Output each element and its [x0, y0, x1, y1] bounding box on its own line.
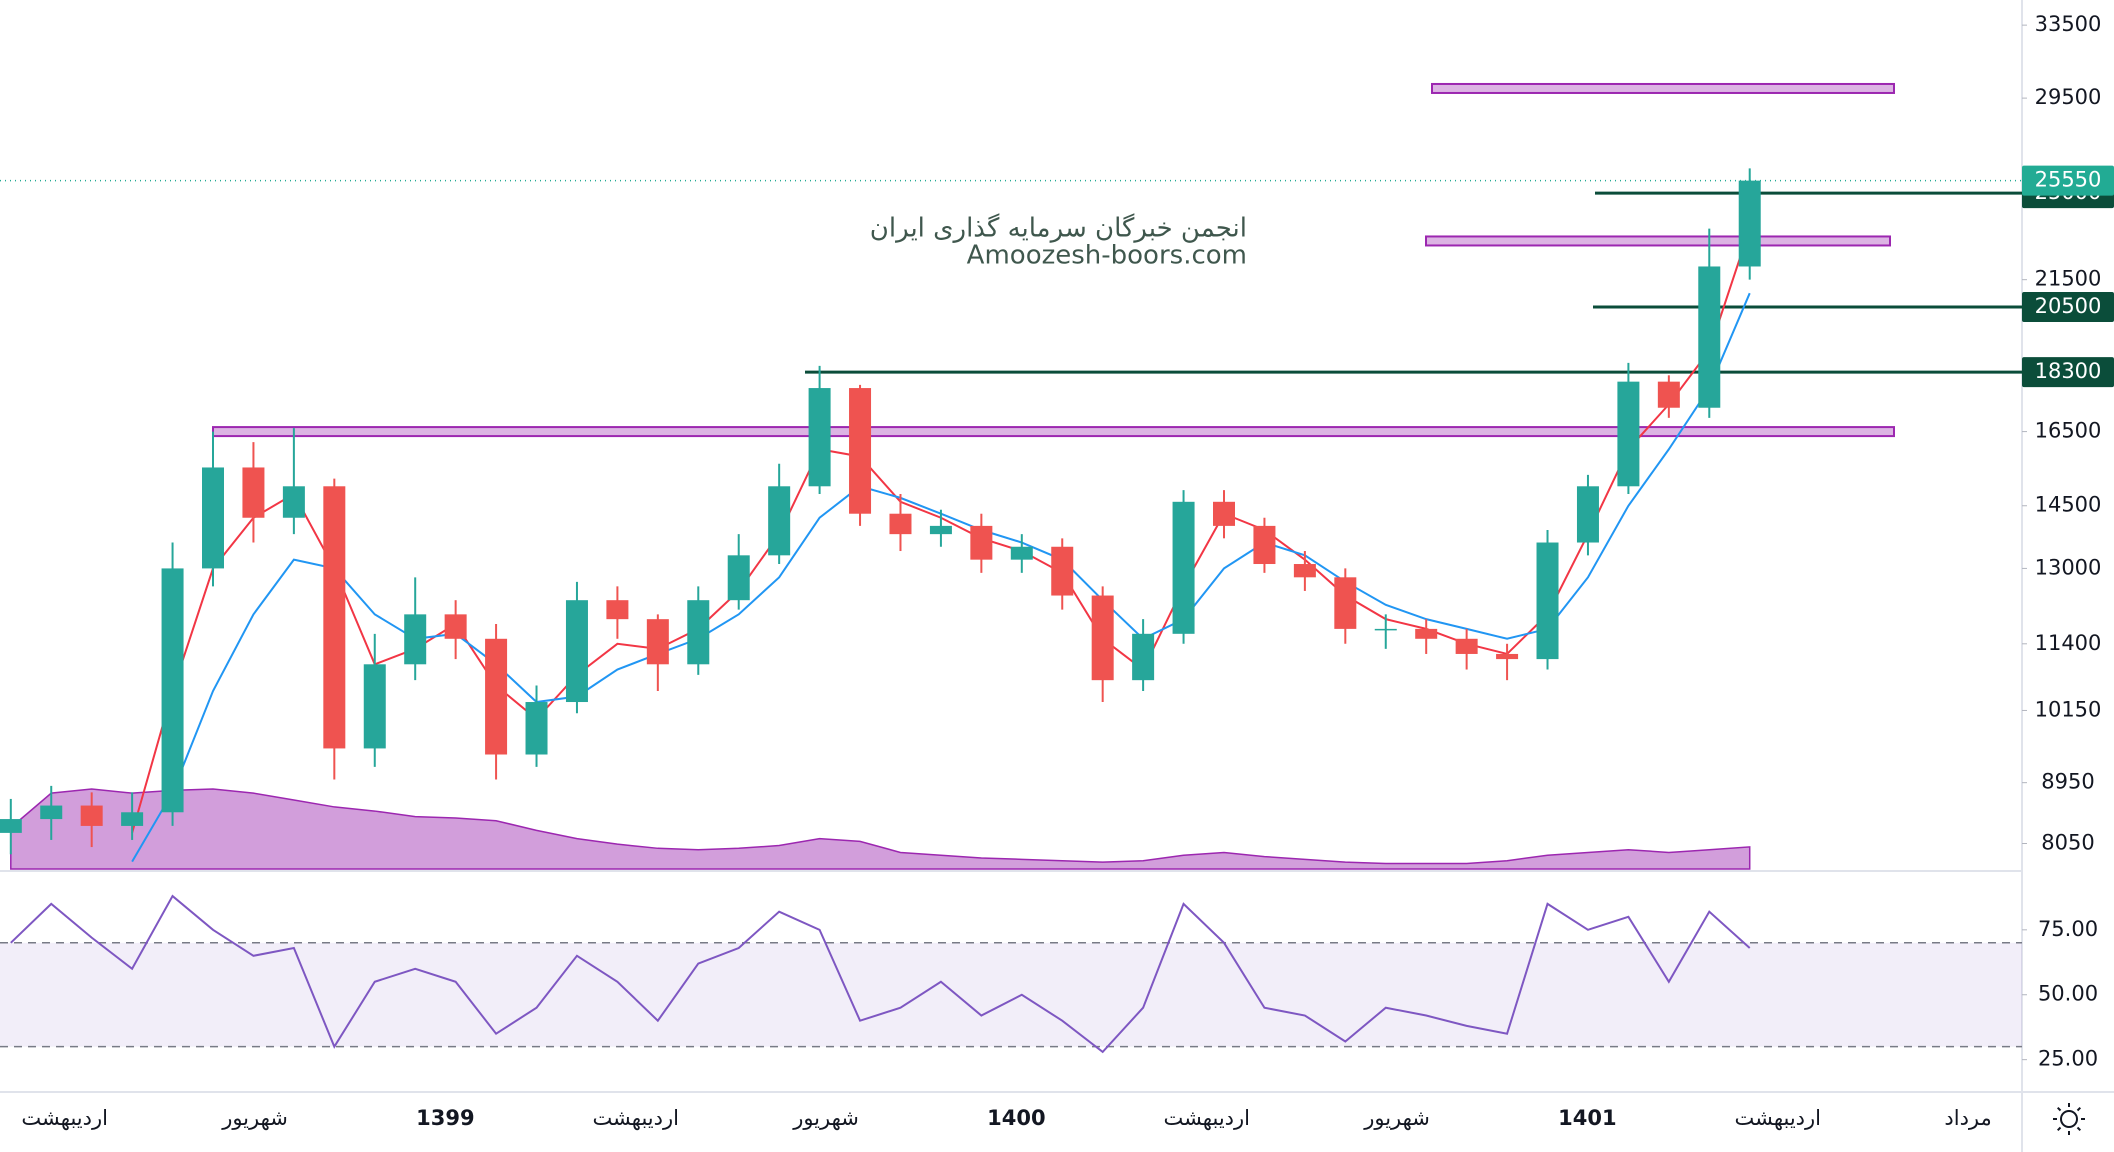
- candle-body: [1496, 653, 1519, 660]
- watermark-title: انجمن خبرگان سرمایه گذاری ایران: [870, 213, 1247, 244]
- candle-body: [646, 619, 669, 665]
- x-tick-label: مرداد: [1944, 1106, 1991, 1130]
- candle-body: [1698, 266, 1721, 408]
- candle-body: [1010, 546, 1033, 560]
- last-price-box: [2022, 165, 2114, 196]
- y-tick-label: 25.00: [2038, 1047, 2098, 1071]
- candle-body: [525, 702, 548, 755]
- level-zone: [1425, 235, 1891, 247]
- watermark-url: Amoozesh-boors.com: [967, 241, 1247, 271]
- x-tick-label: شهریور: [221, 1106, 288, 1130]
- candle-body: [444, 614, 467, 639]
- candle-body: [80, 805, 103, 826]
- rsi-line: [10, 894, 1751, 1054]
- candle-body: [687, 600, 710, 665]
- x-tick-label: 1399: [416, 1106, 474, 1130]
- candle-body: [1576, 486, 1599, 543]
- candle-body: [323, 486, 346, 749]
- candle-body: [1213, 501, 1235, 526]
- level-label-box: [2022, 357, 2114, 388]
- candle-body: [808, 388, 831, 487]
- y-tick-label: 8050: [2041, 830, 2094, 854]
- candle-body: [485, 638, 508, 755]
- candle-body: [768, 486, 791, 556]
- candle-body: [606, 600, 629, 620]
- x-tick-label: اردیبهشت: [1163, 1106, 1250, 1130]
- candle-body: [121, 812, 144, 826]
- y-tick-label: 29500: [2035, 85, 2102, 109]
- candle-body: [889, 513, 912, 535]
- level-label: 20500: [2035, 294, 2102, 318]
- candle-body: [242, 467, 265, 518]
- rsi-band: [0, 942, 2022, 1047]
- candle-body: [1738, 180, 1761, 267]
- candle-body: [1051, 546, 1074, 596]
- x-tick-label: شهریور: [792, 1106, 859, 1130]
- candle-body: [161, 568, 184, 813]
- candle-body: [1415, 628, 1438, 639]
- candle-body: [1172, 501, 1195, 634]
- level-zone: [1431, 82, 1895, 94]
- x-tick-label: 1400: [987, 1106, 1045, 1130]
- volume-area: [10, 788, 1751, 870]
- y-tick-label: 33500: [2035, 12, 2102, 36]
- x-tick-label: اردیبهشت: [1734, 1106, 1821, 1130]
- y-tick-label: 10150: [2035, 697, 2102, 721]
- candle-body: [1132, 633, 1155, 681]
- candle-body: [404, 614, 427, 665]
- candle-body: [1536, 542, 1559, 660]
- x-tick-label: شهریور: [1363, 1106, 1430, 1130]
- candle-body: [970, 525, 993, 560]
- x-tick-label: اردیبهشت: [592, 1106, 679, 1130]
- rsi-pane: 75.00 50.00 25.00: [0, 894, 2098, 1071]
- y-tick-label: 11400: [2035, 631, 2102, 655]
- candle-body: [1334, 577, 1357, 629]
- candle-body: [202, 467, 224, 569]
- y-tick-label: 16500: [2035, 419, 2102, 443]
- candle-body: [363, 664, 386, 749]
- sun-core: [2060, 1110, 2078, 1128]
- candle-body: [1293, 564, 1316, 578]
- sun-rays: [2053, 1103, 2085, 1135]
- price-pane: 33500 29500 21500 16500 14500 13000 11400 10150…: [0, 12, 2114, 870]
- y-tick-label: 8950: [2041, 770, 2094, 794]
- settings-icon[interactable]: [2053, 1103, 2085, 1135]
- level-label-box: [2022, 292, 2114, 323]
- candle-body: [929, 525, 952, 535]
- candle-body: [1374, 628, 1397, 631]
- y-tick-label: 14500: [2035, 493, 2102, 517]
- candle-body: [1091, 595, 1114, 681]
- candle-body: [727, 555, 750, 601]
- y-tick-label: 21500: [2035, 267, 2102, 291]
- y-tick-label: 75.00: [2038, 917, 2098, 941]
- candle-body: [565, 600, 588, 703]
- candle-body: [1455, 638, 1478, 654]
- last-price-label: 25550: [2035, 168, 2102, 192]
- candle-body: [40, 805, 63, 820]
- candle-body: [0, 819, 22, 833]
- x-tick-label: 1401: [1558, 1106, 1616, 1130]
- candle-body: [282, 486, 305, 518]
- x-tick-label: اردیبهشت: [21, 1106, 108, 1130]
- candle-body: [849, 388, 872, 514]
- candle-body: [1253, 525, 1276, 565]
- y-tick-label: 50.00: [2038, 982, 2098, 1006]
- y-tick-label: 13000: [2035, 555, 2102, 579]
- level-label: 18300: [2035, 359, 2102, 383]
- candle-body: [1617, 381, 1640, 487]
- candle-body: [1657, 381, 1680, 408]
